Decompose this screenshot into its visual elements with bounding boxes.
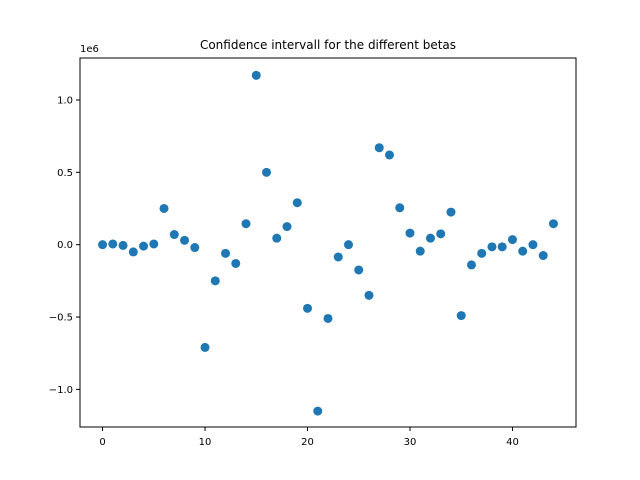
data-point: [333, 252, 343, 262]
y-tick-label: 0.0: [57, 240, 73, 251]
data-point: [303, 303, 312, 313]
data-point: [323, 313, 333, 323]
data-point: [487, 242, 497, 252]
y-tick-label: −1.0: [49, 385, 73, 396]
x-tick-label: 30: [404, 437, 417, 448]
data-point: [415, 246, 425, 256]
data-point: [282, 222, 292, 232]
data-point: [180, 235, 190, 245]
y-axis-ticks: −1.0 −0.5 0.0 0.5 1.0: [49, 95, 80, 396]
y-tick-label: 1.0: [57, 95, 73, 106]
data-point: [507, 235, 517, 245]
data-point: [528, 240, 538, 250]
data-point: [436, 229, 446, 239]
data-point: [374, 143, 384, 153]
data-point: [108, 239, 118, 249]
data-points: [98, 70, 558, 416]
data-point: [425, 233, 435, 243]
y-axis-offset-label: 1e6: [80, 44, 99, 55]
data-point: [241, 219, 251, 229]
data-point: [344, 240, 353, 250]
data-point: [466, 260, 476, 270]
data-point: [149, 239, 159, 249]
data-point: [210, 276, 220, 286]
x-tick-label: 10: [199, 437, 212, 448]
data-point: [139, 241, 149, 251]
chart-title: Confidence intervall for the different b…: [200, 38, 456, 52]
data-point: [231, 258, 241, 268]
data-point: [190, 243, 200, 253]
data-point: [548, 219, 558, 229]
data-point: [221, 248, 231, 258]
y-tick-label: −0.5: [49, 313, 73, 324]
data-point: [395, 203, 405, 213]
data-point: [456, 311, 466, 321]
data-point: [497, 242, 507, 252]
data-point: [477, 248, 487, 258]
data-point: [169, 230, 179, 240]
data-point: [200, 342, 210, 352]
x-tick-label: 40: [506, 437, 519, 448]
data-point: [159, 203, 169, 213]
data-point: [292, 198, 302, 208]
data-point: [384, 150, 394, 160]
x-axis-ticks: 0 10 20 30 40: [99, 427, 519, 448]
y-tick-label: 0.5: [57, 168, 73, 179]
data-point: [262, 167, 272, 177]
data-point: [405, 228, 415, 238]
x-tick-label: 0: [99, 437, 105, 448]
data-point: [272, 233, 282, 243]
data-point: [364, 290, 374, 300]
data-point: [313, 406, 323, 416]
data-point: [354, 265, 364, 275]
data-point: [446, 207, 456, 217]
plot-frame: [79, 57, 577, 428]
data-point: [251, 70, 261, 80]
x-tick-label: 20: [301, 437, 314, 448]
data-point: [98, 240, 108, 250]
data-point: [128, 247, 138, 257]
data-point: [118, 240, 128, 250]
data-point: [518, 246, 528, 256]
data-point: [538, 251, 548, 261]
